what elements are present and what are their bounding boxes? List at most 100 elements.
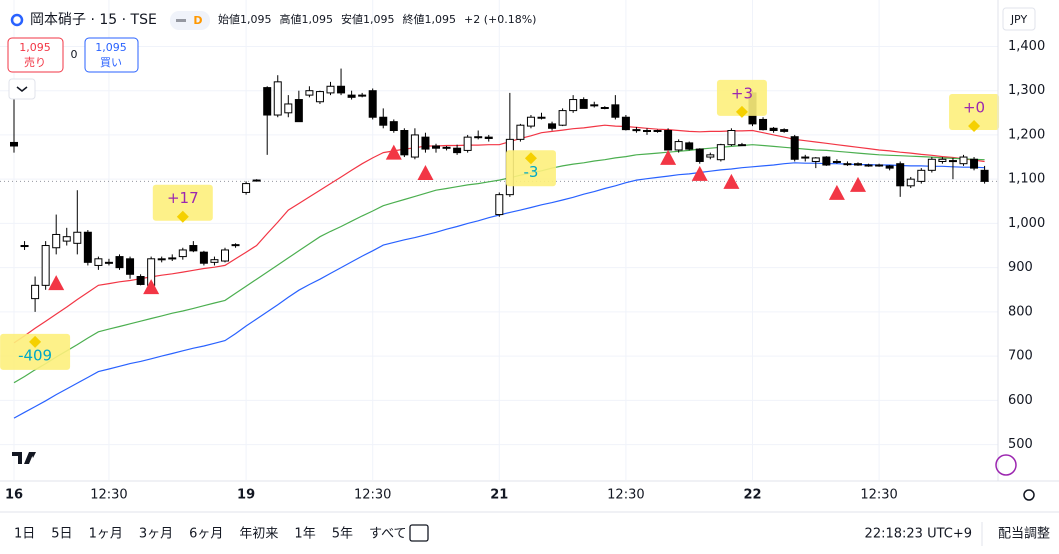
candle-body <box>242 183 251 193</box>
x-tick-label: 19 <box>237 488 255 503</box>
candle-body <box>31 284 40 300</box>
signal-marker <box>385 144 402 160</box>
candle-body <box>73 231 82 244</box>
chevron <box>16 86 28 92</box>
range-button[interactable]: 1ヶ月 <box>89 527 123 542</box>
annotation-box <box>152 184 213 221</box>
range-button[interactable]: すべて <box>369 527 407 542</box>
y-tick-label: 600 <box>1008 393 1033 408</box>
candle-body <box>400 130 409 156</box>
moving-average <box>13 144 985 384</box>
dividend-adjust[interactable]: 配当調整 <box>998 527 1050 542</box>
candle-body <box>970 158 979 169</box>
x-tick-label: 22 <box>743 488 761 503</box>
symbol-logo <box>10 13 24 27</box>
range-button[interactable]: 年初来 <box>239 527 278 542</box>
collapse-button[interactable] <box>8 78 36 100</box>
candle-body <box>664 130 673 151</box>
signal-marker <box>723 173 740 189</box>
candle-body <box>326 85 335 94</box>
tv-logo <box>12 452 36 464</box>
candle-body <box>811 157 820 162</box>
range-button[interactable]: 6ヶ月 <box>189 527 223 542</box>
range-button[interactable]: 1日 <box>14 527 35 542</box>
buy-button[interactable] <box>84 37 139 73</box>
annotation-label: +0 <box>963 99 985 117</box>
candle-body <box>20 245 29 248</box>
candle-body <box>442 146 451 149</box>
date-range-icon[interactable] <box>409 524 429 542</box>
candle-body <box>643 130 651 133</box>
settings-icon[interactable] <box>1023 489 1035 501</box>
candle-body <box>716 144 725 161</box>
alert-icon[interactable] <box>995 454 1017 476</box>
annotation-diamond <box>968 120 981 133</box>
range-button[interactable]: 5年 <box>332 527 353 542</box>
candle-body <box>157 258 166 261</box>
signal-marker <box>828 184 845 200</box>
candle-body <box>737 144 746 147</box>
range-button[interactable]: 1年 <box>294 527 315 542</box>
sell-label: 売り <box>24 56 46 69</box>
candle-body <box>906 178 915 187</box>
annotation-box <box>0 333 71 370</box>
candle-body <box>305 90 314 96</box>
candle-body <box>790 136 799 160</box>
candle-body <box>358 94 367 97</box>
candle-body <box>379 116 388 126</box>
annotation-label: -409 <box>18 346 52 364</box>
candle-body <box>695 148 704 162</box>
annotation-box <box>716 79 767 116</box>
candle-body <box>759 118 768 131</box>
candle-body <box>284 103 293 114</box>
sell-price: 1,095 <box>19 41 51 54</box>
candle-body <box>780 129 789 132</box>
candle-body <box>168 257 177 260</box>
x-tick-label: 12:30 <box>354 488 391 503</box>
candle-body <box>136 275 145 285</box>
candle-body <box>526 116 535 127</box>
change: +2 (+0.18%) <box>464 13 536 26</box>
candle-body <box>495 194 504 216</box>
currency: JPY <box>1010 13 1028 26</box>
candle-body <box>632 129 641 132</box>
candle-body <box>189 245 198 252</box>
annotation-label: -3 <box>523 163 538 181</box>
candle-body <box>199 251 208 264</box>
x-tick-label: 21 <box>490 488 508 503</box>
candle-body <box>83 231 92 263</box>
candle-body <box>41 245 50 286</box>
candle-body <box>115 256 124 269</box>
signal-marker <box>660 149 677 165</box>
signal-marker <box>850 176 866 192</box>
candle-body <box>548 123 557 129</box>
candle-body <box>621 116 630 131</box>
annotation-diamond <box>176 210 189 223</box>
sell-button[interactable] <box>7 37 64 73</box>
candle-body <box>231 244 240 247</box>
ohlc-value: 安値1,095 <box>341 12 395 26</box>
x-tick-label: 16 <box>5 488 23 503</box>
range-button[interactable]: 3ヶ月 <box>139 527 173 542</box>
currency-button[interactable] <box>1002 7 1036 31</box>
candle-body <box>896 163 905 187</box>
candle-body <box>104 261 113 264</box>
candle-body <box>727 130 736 146</box>
range-button[interactable]: 5日 <box>51 527 72 542</box>
candle-body <box>948 160 957 163</box>
spread: 0 <box>71 48 78 61</box>
candle-body <box>843 163 852 166</box>
candle-body <box>801 156 810 159</box>
buy-label: 買い <box>100 56 122 69</box>
candle-body <box>611 104 620 118</box>
candle-body <box>263 87 272 116</box>
candle-body <box>674 141 683 151</box>
candle-body <box>685 142 694 150</box>
symbol-title[interactable]: 岡本硝子 · 15 · TSE <box>30 12 157 28</box>
candle-body <box>516 124 525 140</box>
status-pill <box>170 11 210 30</box>
candle-body <box>389 121 398 132</box>
y-tick-label: 1,400 <box>1008 39 1045 54</box>
